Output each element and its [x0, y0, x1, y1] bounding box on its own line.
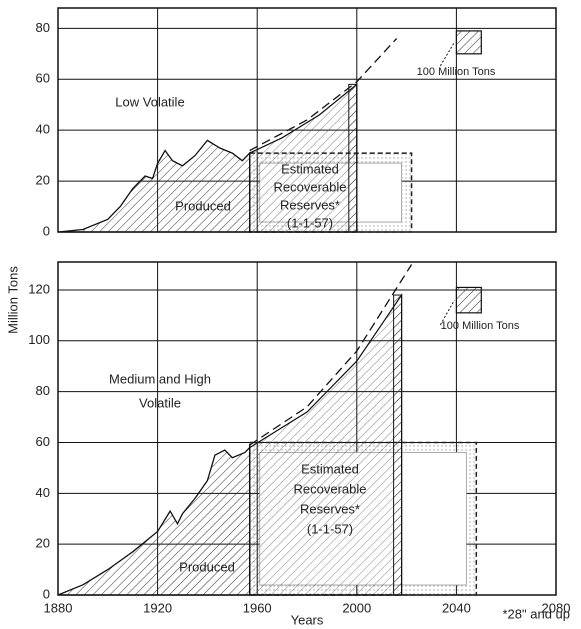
produced-area: [57, 139, 251, 233]
y-tick-label: 20: [36, 536, 50, 551]
y-tick-label: 60: [36, 434, 50, 449]
future-area: [249, 293, 403, 596]
panel-label: Medium and High: [109, 371, 211, 386]
future-area: [249, 83, 358, 233]
x-tick-label: 1960: [243, 600, 272, 615]
y-tick-label: 60: [36, 71, 50, 86]
x-axis-label: Years: [291, 612, 324, 627]
produced-label: Produced: [179, 559, 235, 574]
scale-arrow: [439, 299, 455, 326]
x-tick-label: 1920: [143, 600, 172, 615]
y-tick-label: 80: [36, 383, 50, 398]
y-tick-label: 40: [36, 485, 50, 500]
scale-arrow: [439, 42, 455, 67]
footnote: *28" and up: [502, 606, 570, 621]
x-tick-label: 2000: [342, 600, 371, 615]
future-column: [393, 294, 403, 596]
y-tick-label: 0: [43, 223, 50, 238]
y-tick-label: 40: [36, 122, 50, 137]
panel-label: Low Volatile: [115, 94, 184, 109]
y-axis-label: Million Tons: [5, 266, 20, 334]
x-tick-label: 2040: [442, 600, 471, 615]
scale-box: [455, 30, 482, 55]
projection-line: [249, 38, 398, 152]
x-tick-label: 2080: [542, 600, 571, 615]
produced-label: Produced: [175, 198, 231, 213]
scale-label: 100 Million Tons: [441, 320, 520, 332]
scale-label: 100 Million Tons: [417, 66, 496, 78]
y-tick-label: 120: [28, 281, 50, 296]
scale-box: [455, 286, 482, 314]
panel-label: Volatile: [139, 395, 181, 410]
x-tick-label: 1880: [44, 600, 73, 615]
y-tick-label: 100: [28, 332, 50, 347]
y-tick-label: 0: [43, 586, 50, 601]
projection-line: [249, 264, 413, 446]
future-column: [348, 83, 358, 233]
y-tick-label: 20: [36, 173, 50, 188]
produced-area: [57, 446, 251, 596]
y-tick-label: 80: [36, 20, 50, 35]
